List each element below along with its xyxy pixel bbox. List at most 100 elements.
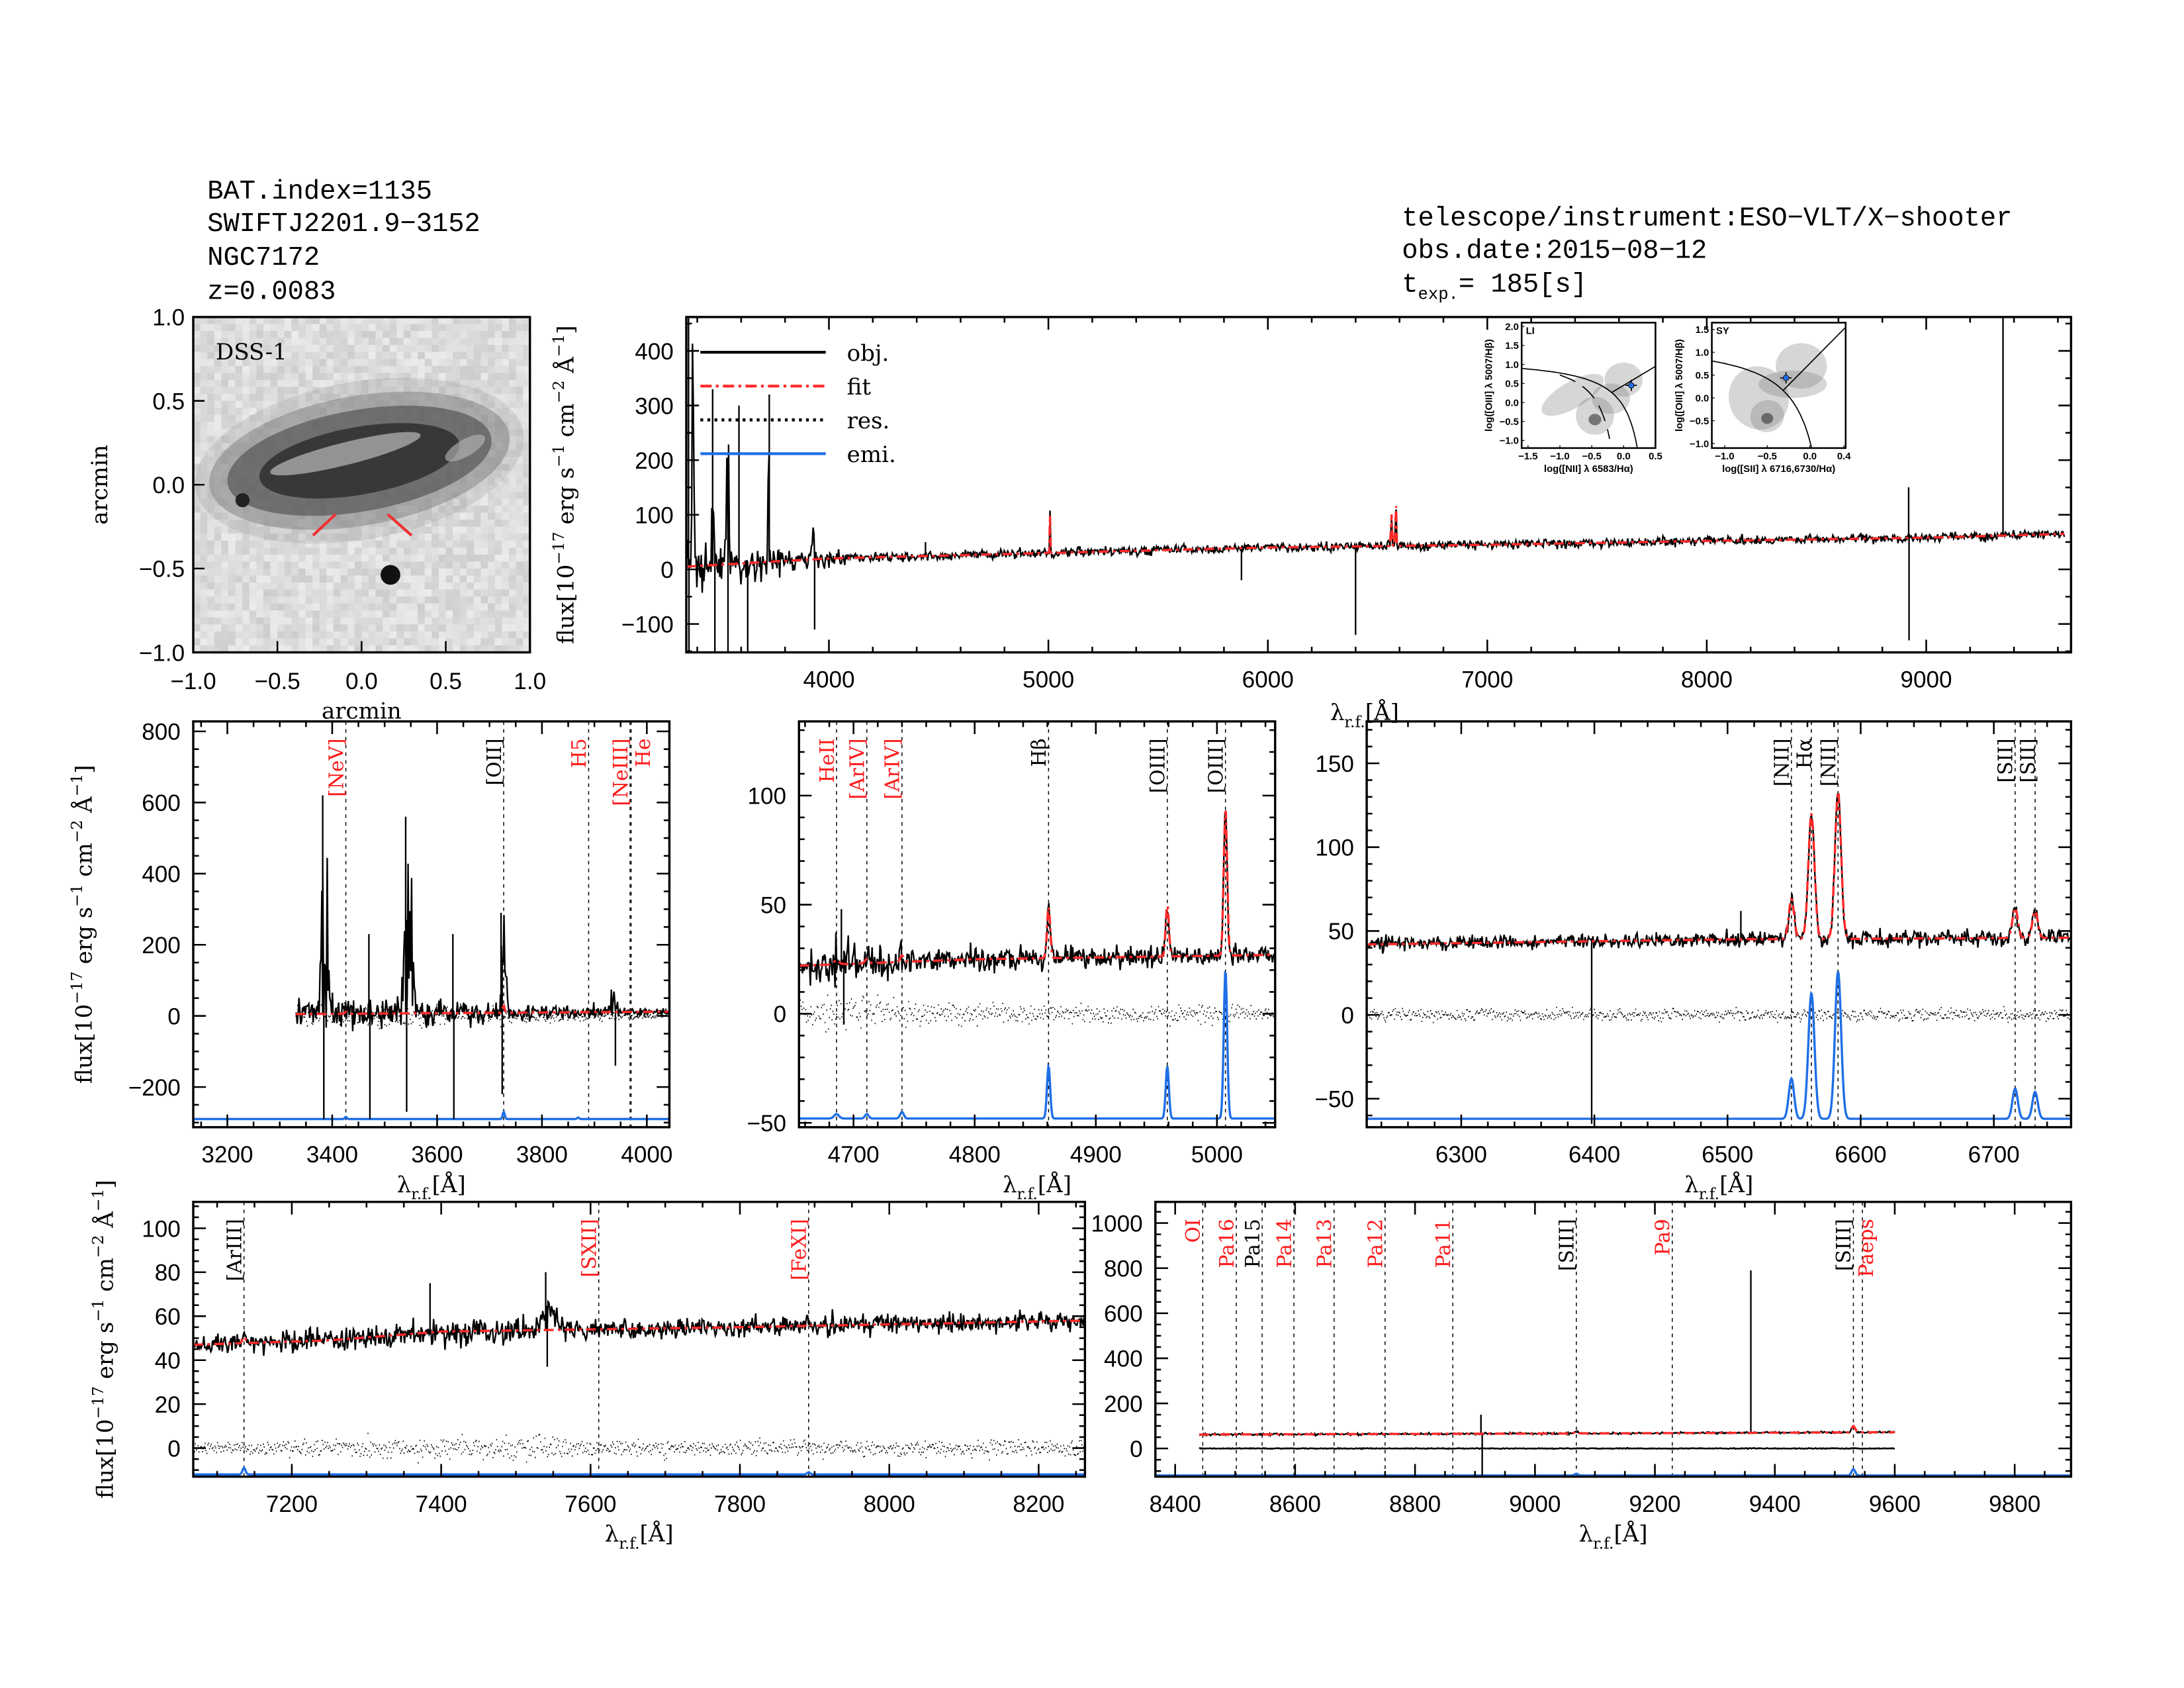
image-pixel [312,352,320,359]
image-pixel [438,638,447,646]
x-axis-label: λr.f.[Å] [1684,1171,1753,1203]
image-pixel [319,589,327,597]
emission-line-label: Pa16 [1216,1219,1239,1268]
image-pixel [354,331,362,339]
image-pixel [249,373,257,381]
image-pixel [242,324,250,332]
image-pixel [389,316,397,325]
image-pixel [494,575,502,583]
image-pixel [361,338,369,346]
image-pixel [467,491,475,499]
image-pixel [249,617,257,625]
y-tick-label: 0.5 [1505,379,1519,390]
image-pixel [453,575,461,583]
y-tick-label: 0.0 [1696,393,1709,404]
image-pixel [291,414,299,422]
image-pixel [298,379,306,388]
x-tick-label: −0.5 [1758,451,1777,462]
image-pixel [445,394,453,402]
header-right: telescope/instrument:ESO−VLT/X−shooter o… [1402,204,2012,305]
image-pixel [445,554,453,562]
image-pixel [207,617,215,625]
image-pixel [383,540,390,548]
image-pixel [291,631,299,639]
image-pixel [207,624,215,632]
image-pixel [368,534,377,541]
kewley-curve [1522,367,1638,448]
y-tick-label: −200 [128,1075,181,1101]
image-pixel [445,373,453,381]
image-pixel [389,365,397,373]
image-pixel [473,547,482,555]
image-pixel [319,540,327,548]
image-pixel [467,359,475,367]
image-pixel [502,505,510,514]
image-pixel [200,394,208,402]
image-pixel [410,624,418,632]
image-pixel [270,554,278,562]
image-pixel [214,638,222,646]
image-pixel [333,373,341,381]
image-pixel [298,316,306,325]
emission-line-label: [SII] [1995,738,2018,782]
image-pixel [319,638,327,646]
image-pixel [305,561,313,569]
image-pixel [368,575,377,583]
image-pixel [200,554,208,562]
image-pixel [249,379,257,388]
image-pixel [312,387,320,395]
image-pixel [389,505,397,514]
image-pixel [494,540,502,548]
image-pixel [516,589,523,597]
image-pixel [438,338,447,346]
y-label-exponent: −1 [89,1299,107,1322]
image-pixel [516,379,523,388]
image-pixel [502,485,510,492]
emission-line-label: [OIII] [1205,738,1228,793]
image-pixel [424,631,432,639]
image-pixel [291,603,299,611]
image-pixel [277,589,285,597]
image-pixel [488,408,496,416]
image-pixel [235,359,243,367]
image-pixel [242,331,250,339]
image-pixel [277,365,285,373]
y-axis-label: log([OIII] λ 5007/Hβ) [1484,339,1495,432]
image-pixel [235,422,243,430]
image-pixel [333,526,341,534]
image-pixel [298,568,306,577]
image-pixel [284,365,293,373]
image-pixel [459,400,467,408]
image-pixel [354,596,362,604]
image-pixel [523,491,530,499]
image-pixel [228,610,236,618]
y-tick-label: 50 [1328,919,1354,945]
image-pixel [473,359,482,367]
image-pixel [207,485,215,492]
image-pixel [347,624,355,632]
image-pixel [354,624,362,632]
image-pixel [326,610,334,618]
image-pixel [508,547,517,555]
x-tick-label: −1.5 [1518,451,1537,462]
y-label-exponent: −1 [68,884,86,907]
x-tick-label: 6700 [1968,1142,2020,1168]
image-pixel [340,387,348,395]
image-pixel [480,540,488,548]
image-pixel [403,610,412,618]
image-pixel [319,645,327,653]
emission-model-series [193,1109,670,1121]
image-pixel [494,534,502,541]
image-pixel [410,631,418,639]
image-pixel [277,547,285,555]
image-pixel [221,568,229,577]
image-pixel [383,338,390,346]
image-pixel [270,414,278,422]
image-pixel [410,498,418,506]
image-pixel [200,471,208,479]
image-pixel [467,471,475,479]
image-pixel [403,379,412,388]
image-pixel [467,387,475,395]
image-pixel [207,498,215,506]
image-pixel [418,387,426,395]
